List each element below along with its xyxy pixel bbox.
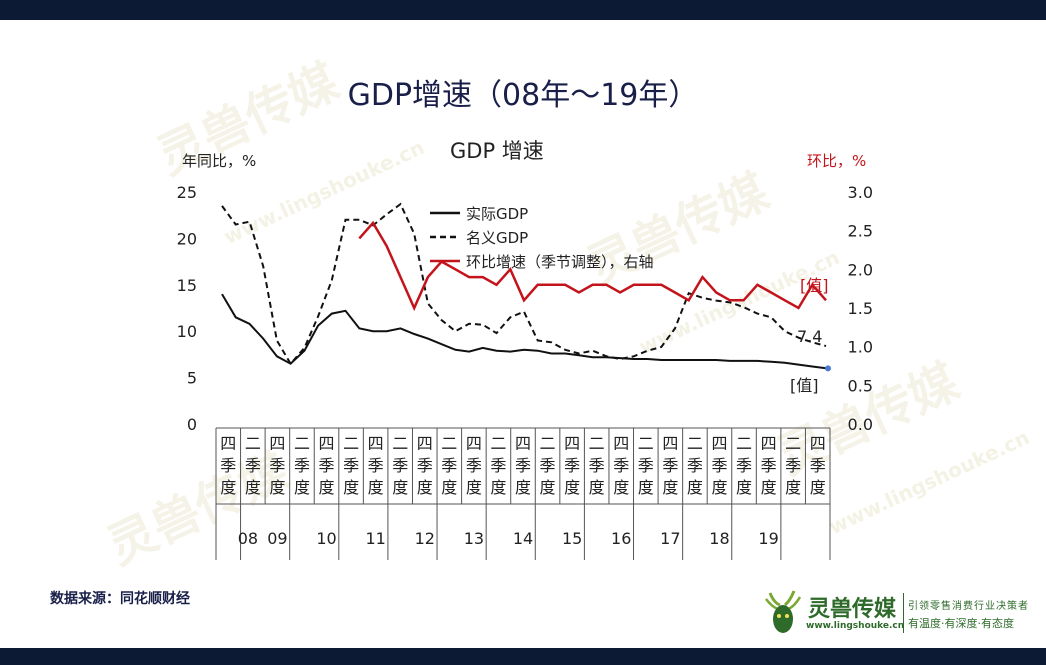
x-year-label: 15 [562,529,582,548]
legend-label: 名义GDP [466,229,528,247]
x-year-label: 19 [758,529,778,548]
x-quarter-label: 四季度 [319,434,335,497]
x-quarter-label: 四季度 [368,434,384,497]
x-quarter-label: 二季度 [490,434,506,497]
right-tick-label: 0.5 [848,376,873,395]
right-axis-unit: 环比，% [807,152,867,170]
left-tick-label: 25 [177,183,197,202]
right-tick-label: 2.0 [848,260,873,279]
series-line [221,293,827,370]
left-tick-label: 10 [177,322,197,341]
source-note: 数据来源：同花顺财经 [50,591,190,607]
series-line [358,220,827,312]
right-tick-label: 0.0 [848,415,873,434]
x-quarter-label: 四季度 [711,434,727,497]
x-quarter-label: 四季度 [662,434,678,497]
x-quarter-label: 二季度 [736,434,752,497]
x-quarter-label: 二季度 [441,434,457,497]
end-point-marker [825,365,831,372]
value-annotation: 7.4 [797,327,822,346]
x-quarter-label: 四季度 [515,434,531,497]
x-year-label: 14 [513,529,533,548]
x-quarter-label: 四季度 [269,434,285,497]
x-quarter-label: 二季度 [540,434,556,497]
x-quarter-label: 四季度 [220,434,236,497]
x-year-label: 18 [709,529,729,548]
left-tick-label: 15 [177,276,197,295]
x-quarter-label: 二季度 [294,434,310,497]
brand-logo: 灵兽传媒 www.lingshouke.cn 引领零售消费行业决策者 有温度·有… [760,585,1040,645]
right-tick-label: 1.5 [848,299,873,318]
right-tick-label: 2.5 [848,222,873,241]
x-quarter-label: 四季度 [466,434,482,497]
logo-name: 灵兽传媒 [808,596,897,622]
series-line [221,202,827,366]
left-tick-label: 0 [187,415,197,434]
x-quarter-label: 二季度 [343,434,359,497]
right-tick-label: 1.0 [848,338,873,357]
x-year-label: 09 [267,529,287,548]
x-quarter-label: 二季度 [392,434,408,497]
x-quarter-label: 四季度 [761,434,777,497]
x-quarter-label: 四季度 [613,434,629,497]
left-axis-unit: 年同比，% [182,152,257,170]
legend-label: 实际GDP [466,205,528,223]
legend-label: 环比增速（季节调整），右轴 [466,253,654,271]
value-annotation: [值] [800,276,829,295]
x-quarter-label: 二季度 [638,434,654,497]
x-quarter-label: 四季度 [564,434,580,497]
page-title: GDP增速（08年～19年） [347,78,699,113]
logo-divider [903,593,904,633]
logo-slogan: 引领零售消费行业决策者 [908,601,1029,612]
x-quarter-label: 四季度 [417,434,433,497]
x-quarter-label: 二季度 [245,434,261,497]
left-tick-label: 5 [187,369,197,388]
left-tick-label: 20 [177,229,197,248]
chart-title: GDP 增速 [450,139,544,163]
x-year-label: 16 [611,529,631,548]
logo-slogan: 有温度·有深度·有态度 [908,617,1014,630]
x-year-label: 11 [365,529,385,548]
x-year-label: 12 [415,529,435,548]
bottom-bar [0,648,1046,665]
x-quarter-label: 四季度 [810,434,826,497]
x-quarter-label: 二季度 [687,434,703,497]
deer-logo-icon [765,590,802,633]
x-year-label: 10 [316,529,336,548]
value-annotation: [值] [790,376,819,395]
x-year-label: 17 [660,529,680,548]
right-tick-label: 3.0 [848,183,873,202]
x-year-label: 13 [464,529,484,548]
x-year-label: 08 [238,529,258,548]
x-quarter-label: 二季度 [589,434,605,497]
x-quarter-label: 二季度 [785,434,801,497]
logo-url: www.lingshouke.cn [806,621,905,631]
top-bar [0,0,1046,20]
